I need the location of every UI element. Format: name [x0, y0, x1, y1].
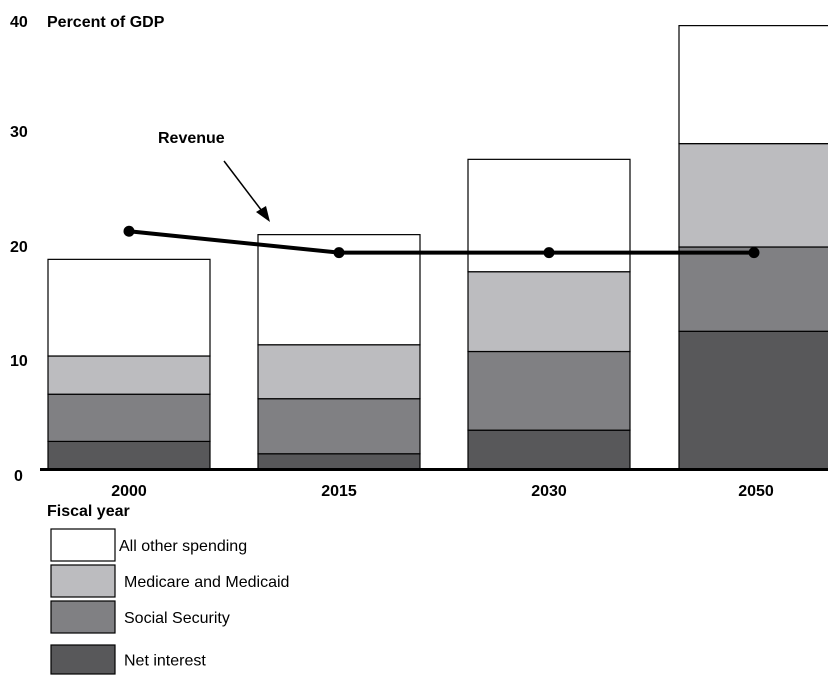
bar-segment-net-interest-2030	[467, 429, 631, 471]
bar-segment-net-interest-2000	[47, 440, 211, 471]
bar-segment-social-security-2050	[678, 246, 828, 332]
y-tick-label: 30	[10, 124, 28, 141]
legend-label-social-security: Social Security	[124, 610, 230, 627]
legend-swatch-social-security	[50, 600, 116, 634]
revenue-annotation-arrow-shaft	[223, 160, 266, 216]
y-tick-label: 0	[14, 468, 23, 485]
legend-label-medicare-and-medicaid: Medicare and Medicaid	[124, 574, 289, 591]
bar-segment-social-security-2000	[47, 393, 211, 443]
legend-swatch-net-interest	[50, 644, 116, 675]
y-axis-title: Percent of GDP	[47, 14, 165, 31]
bars-group	[47, 25, 828, 471]
bar-segment-social-security-2030	[467, 350, 631, 431]
bar-segment-social-security-2015	[257, 398, 421, 455]
bar-segment-medicare-and-medicaid-2030	[467, 271, 631, 353]
legend: All other spending Medicare and Medicaid S…	[50, 528, 289, 675]
revenue-point-2000	[123, 225, 135, 237]
bar-segment-all-other-spending-2050	[678, 25, 828, 145]
bar-segment-medicare-and-medicaid-2015	[257, 344, 421, 400]
category-label: 2000	[111, 483, 147, 500]
revenue-line	[128, 229, 754, 255]
revenue-annotation-arrow-head	[256, 206, 270, 222]
legend-swatch-medicare-and-medicaid	[50, 564, 116, 598]
category-label: 2015	[321, 483, 357, 500]
bar-segment-medicare-and-medicaid-2000	[47, 355, 211, 395]
legend-label-net-interest: Net interest	[124, 653, 206, 670]
bar-segment-net-interest-2050	[678, 330, 828, 471]
revenue-point-2030	[543, 247, 555, 259]
category-label: 2050	[738, 483, 774, 500]
revenue-annotation-label: Revenue	[158, 130, 225, 147]
category-label: 2030	[531, 483, 567, 500]
y-tick-label: 10	[10, 353, 28, 370]
bar-segment-medicare-and-medicaid-2050	[678, 143, 828, 248]
y-tick-label: 20	[10, 239, 28, 256]
revenue-point-2050	[748, 247, 760, 259]
legend-swatch-all-other-spending	[50, 528, 116, 562]
x-axis-title: Fiscal year	[47, 503, 130, 520]
revenue-line-group	[123, 225, 760, 259]
y-tick-label: 40	[10, 14, 28, 31]
revenue-point-2015	[333, 247, 345, 259]
legend-label-all-other-spending: All other spending	[119, 538, 247, 555]
bar-segment-all-other-spending-2000	[47, 258, 211, 357]
bar-segment-net-interest-2015	[257, 453, 421, 471]
